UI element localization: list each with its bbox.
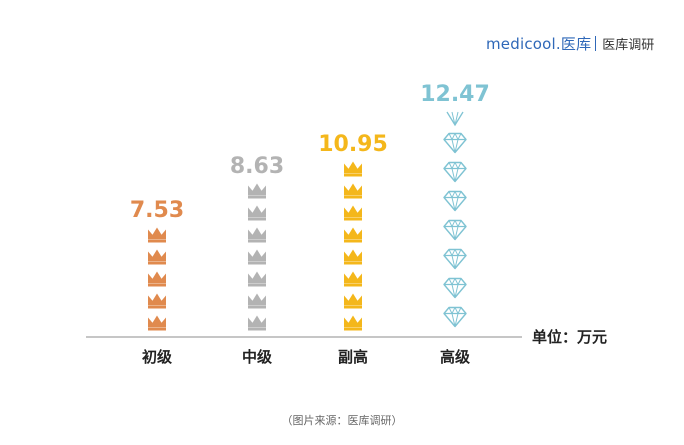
logo-brand-text: medicool.医库: [486, 34, 592, 53]
crown-icon: [148, 271, 166, 287]
crown-icon: [248, 315, 266, 331]
crown-icon: [344, 249, 362, 265]
crown-icon: [344, 315, 362, 331]
crown-icon: [248, 205, 266, 221]
category-label: 初级: [142, 348, 173, 366]
crown-icon: [344, 293, 362, 309]
source-caption: （图片来源：医库调研）: [281, 414, 403, 427]
category-label: 副高: [338, 348, 368, 366]
value-label: 8.63: [230, 154, 284, 179]
value-label: 7.53: [130, 198, 184, 223]
crown-icon: [148, 293, 166, 309]
category-label: 中级: [242, 348, 273, 366]
crown-icon: [344, 161, 362, 177]
value-label: 12.47: [420, 82, 490, 107]
diamond-icon: [446, 111, 464, 127]
crown-icon: [344, 271, 362, 287]
diamond-icon: [443, 306, 467, 328]
diamond-icon: [443, 277, 467, 299]
crown-icon: [248, 183, 266, 199]
brand-logo: medicool.医库 医库调研: [486, 33, 654, 53]
crown-icon: [148, 315, 166, 331]
diamond-icon: [443, 248, 467, 270]
logo-sub-text: 医库调研: [602, 37, 655, 53]
crown-icon: [248, 293, 266, 309]
crown-icon: [248, 271, 266, 287]
logo-divider: [595, 35, 597, 51]
crown-icon: [344, 183, 362, 199]
crown-icon: [344, 227, 362, 243]
value-label: 10.95: [318, 132, 388, 157]
crown-icon: [344, 205, 362, 221]
category-label: 高级: [440, 348, 471, 366]
diamond-icon: [443, 219, 467, 241]
crown-icon: [148, 227, 166, 243]
diamond-icon: [443, 190, 467, 212]
diamond-icon: [443, 132, 467, 154]
unit-label: 单位：万元: [532, 328, 608, 346]
crown-icon: [248, 227, 266, 243]
crown-icon: [148, 249, 166, 265]
crown-icon: [248, 249, 266, 265]
diamond-icon: [443, 161, 467, 183]
